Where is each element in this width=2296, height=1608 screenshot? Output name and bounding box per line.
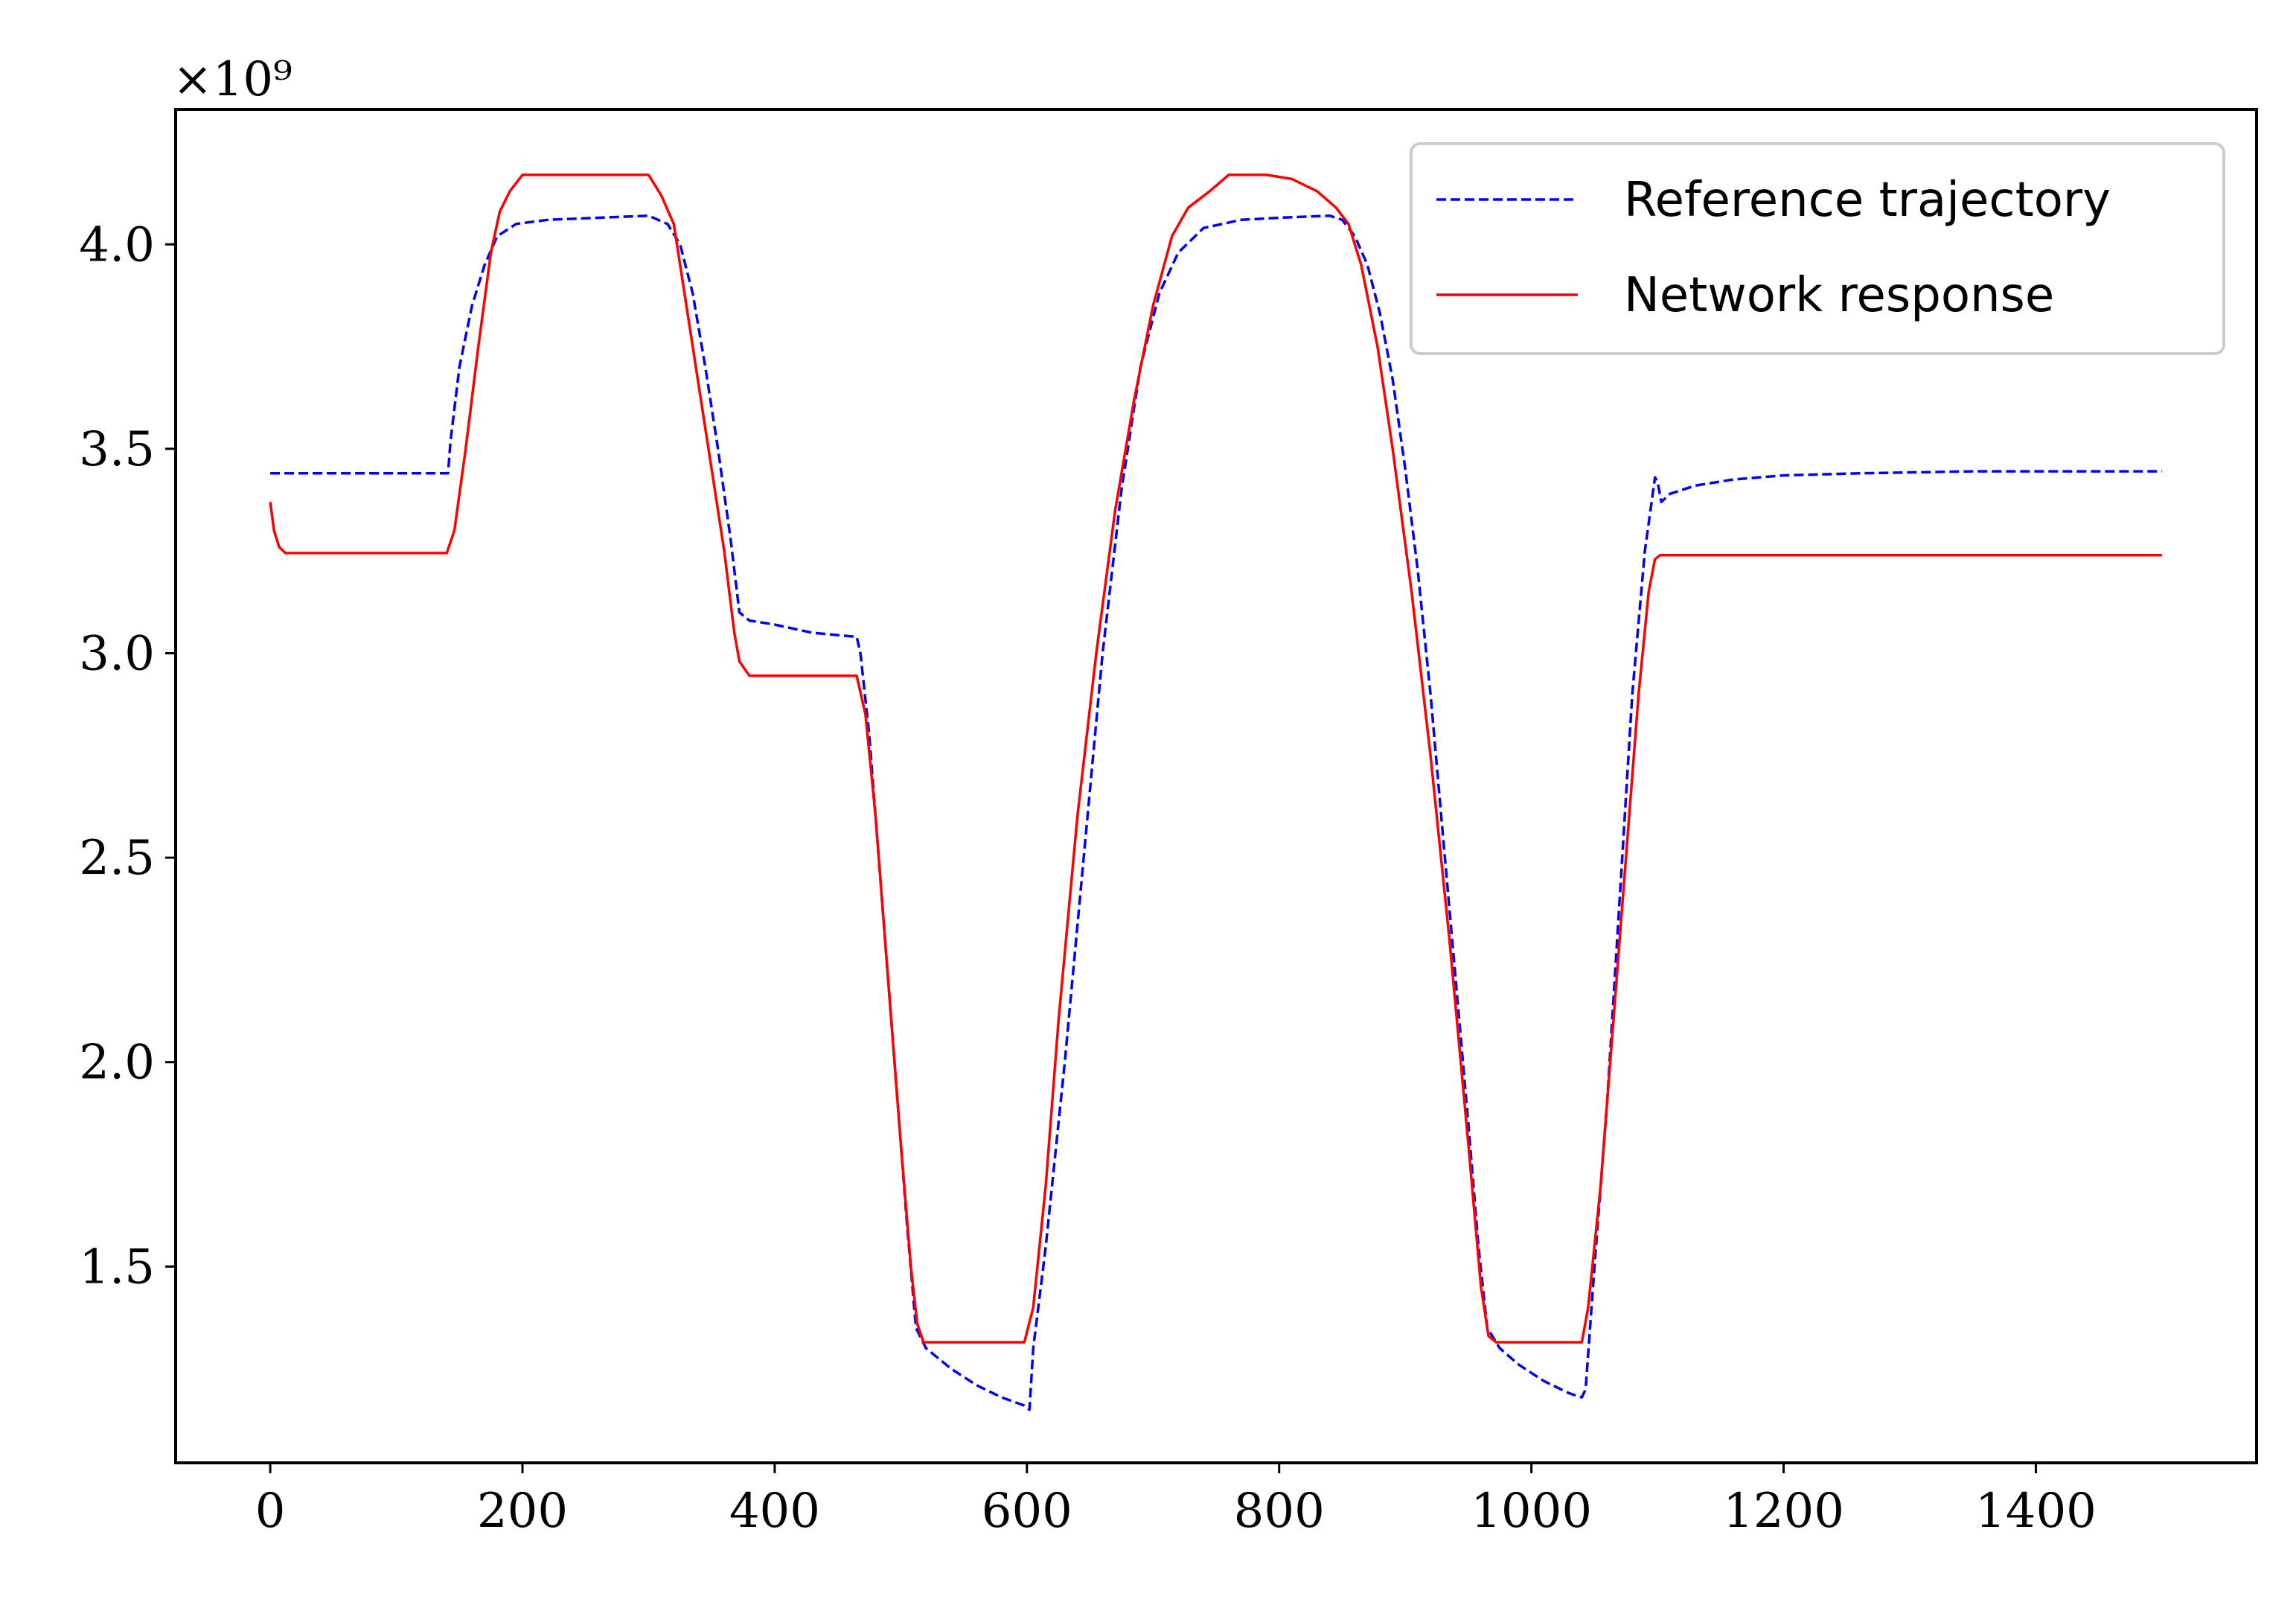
y-tick-label: 3.5 [79,422,155,477]
legend-label-reference: Reference trajectory [1624,173,2111,228]
legend-box [1410,142,2225,355]
legend: Reference trajectory Network response [1410,142,2225,355]
y-tick-label: 2.5 [79,831,155,886]
x-tick-label: 200 [477,1484,568,1539]
x-tick-label: 1000 [1471,1484,1592,1539]
x-tick-label: 1200 [1723,1484,1844,1539]
y-tick-label: 2.0 [79,1036,155,1091]
y-offset-label: ×10⁹ [173,52,292,107]
x-tick-label: 600 [982,1484,1072,1539]
y-tick-label: 1.5 [79,1240,155,1295]
plot-frame [174,108,2258,1464]
y-tick-label: 3.0 [79,626,155,681]
x-tick-label: 1400 [1975,1484,2097,1539]
y-tick-label: 4.0 [79,217,155,272]
series-layer [269,173,2162,1411]
x-tick-label: 800 [1234,1484,1325,1539]
legend-label-network: Network response [1624,268,2054,323]
series-line-network [269,173,2162,1344]
x-tick-label: 0 [255,1484,286,1539]
x-tick-label: 400 [729,1484,820,1539]
y-axis-ticks: 1.5 2.0 2.5 3.0 3.5 4.0 [79,217,176,1295]
x-axis-ticks: 0 200 400 600 800 1000 1200 1400 [255,1463,2097,1539]
